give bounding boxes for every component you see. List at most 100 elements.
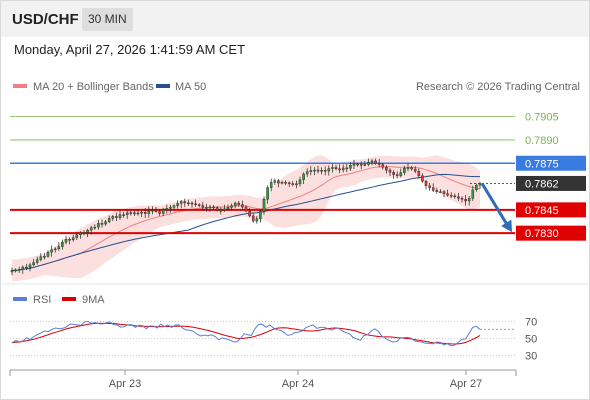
candle xyxy=(345,164,349,173)
support-label: 0.7830 xyxy=(525,228,559,240)
candle-body xyxy=(172,205,176,208)
candle xyxy=(35,256,39,265)
candle-body xyxy=(176,203,179,206)
candle xyxy=(424,179,428,190)
legend-swatch-ma50 xyxy=(156,84,170,88)
timestamp: Monday, April 27, 2026 1:41:59 AM CET xyxy=(14,42,246,57)
candle xyxy=(280,180,284,185)
candle xyxy=(446,189,449,197)
candle xyxy=(107,215,111,224)
candle xyxy=(248,207,251,218)
candle-body xyxy=(295,183,298,185)
candle-body xyxy=(309,170,313,172)
candle xyxy=(413,166,417,174)
candle-body xyxy=(424,181,428,186)
candle xyxy=(244,205,248,213)
candle xyxy=(21,265,25,274)
candle xyxy=(118,210,122,220)
candle-body xyxy=(100,223,104,225)
ma50-line xyxy=(11,173,480,271)
candle-body xyxy=(449,195,453,197)
candle-body xyxy=(385,166,388,171)
candle-body xyxy=(327,168,331,172)
resistance-label: 0.7890 xyxy=(525,135,559,147)
candle xyxy=(259,209,262,223)
candle xyxy=(79,231,82,239)
candle xyxy=(475,183,478,192)
candle xyxy=(176,200,179,209)
candle-body xyxy=(431,187,435,191)
candle xyxy=(457,192,460,202)
candle-body xyxy=(129,212,133,214)
candle-body xyxy=(259,210,262,219)
candle xyxy=(205,203,208,212)
candle-body xyxy=(14,269,17,272)
candle-body xyxy=(183,201,187,204)
candle-body xyxy=(475,184,478,191)
support-label-box xyxy=(516,202,586,218)
rsi-tick-label: 30 xyxy=(525,351,537,363)
candle xyxy=(435,187,439,194)
candle-body xyxy=(284,182,287,184)
candle xyxy=(388,168,392,177)
projection xyxy=(480,182,512,233)
candle xyxy=(93,224,97,230)
support-label-box xyxy=(516,225,586,241)
candle xyxy=(320,167,323,175)
candle xyxy=(277,179,280,188)
candle-body xyxy=(388,169,392,173)
support-label: 0.7845 xyxy=(525,205,559,217)
candle-body xyxy=(122,214,125,216)
candle-body xyxy=(471,189,475,199)
candle xyxy=(14,268,17,273)
rsi-tick-label: 70 xyxy=(525,317,537,329)
rsi-line xyxy=(11,320,481,347)
candle xyxy=(287,181,291,187)
candle xyxy=(115,212,118,222)
candle xyxy=(363,160,367,167)
rsi-tick-label: 50 xyxy=(525,334,537,346)
candle-body xyxy=(136,212,140,215)
candle-body xyxy=(273,180,277,183)
candle xyxy=(223,204,226,212)
candle xyxy=(154,207,158,213)
chart-header: USD/CHF 30 MIN xyxy=(1,1,589,37)
candle-body xyxy=(25,266,28,269)
candle-body xyxy=(334,167,338,170)
candle-body xyxy=(349,165,352,169)
candle-body xyxy=(223,208,226,211)
candle-body xyxy=(478,183,482,186)
candle xyxy=(75,231,79,241)
candle xyxy=(50,245,53,257)
projection-arrow-head xyxy=(501,219,512,233)
candle xyxy=(111,214,115,222)
candle xyxy=(237,200,241,207)
candle-body xyxy=(154,209,158,212)
candle xyxy=(43,253,46,260)
candle-body xyxy=(291,183,295,185)
candle xyxy=(226,204,230,211)
candle-body xyxy=(248,210,251,217)
candle xyxy=(147,206,151,218)
candle xyxy=(161,207,165,217)
candle xyxy=(262,196,266,215)
pivot-label: 0.7875 xyxy=(525,158,559,170)
candle xyxy=(449,192,453,199)
candle-body xyxy=(86,230,89,233)
candle xyxy=(187,199,190,206)
time-tick-label: Apr 24 xyxy=(282,378,314,390)
candle xyxy=(219,207,223,215)
candle xyxy=(46,250,50,258)
candle-body xyxy=(71,237,75,240)
candle-body xyxy=(392,172,395,175)
candle xyxy=(190,201,194,208)
candle xyxy=(158,209,161,216)
candle-body xyxy=(125,212,129,216)
timeframe-button[interactable]: 30 MIN xyxy=(82,8,133,31)
candle xyxy=(251,213,255,223)
candle xyxy=(89,225,93,235)
candle-body xyxy=(446,193,449,196)
candle-body xyxy=(464,199,467,202)
candle-body xyxy=(179,201,183,204)
